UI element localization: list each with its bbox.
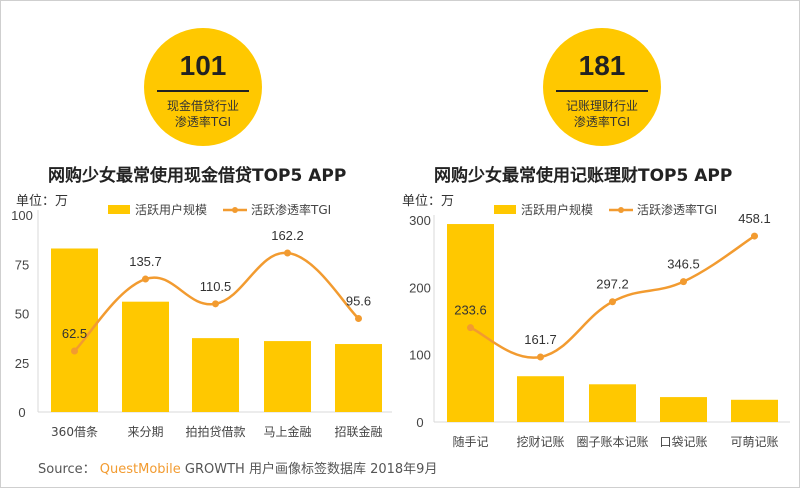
x-tick-label: 来分期	[127, 425, 163, 439]
tgi-point	[142, 275, 149, 283]
x-tick-label: 可萌记账	[730, 435, 778, 449]
tgi-point	[71, 347, 78, 355]
bar	[589, 384, 636, 422]
tgi-point	[355, 314, 362, 322]
tgi-point	[284, 249, 291, 257]
source-brand: QuestMobile	[99, 462, 181, 477]
tgi-point	[680, 278, 687, 286]
x-tick-label: 360借条	[51, 425, 98, 439]
tgi-data-label: 162.2	[271, 228, 304, 243]
y-tick-label: 200	[409, 280, 431, 295]
right-unit-label: 单位：万	[402, 194, 455, 209]
source-text: GROWTH 用户画像标签数据库 2018年9月	[184, 462, 438, 477]
legend-line-label: 活跃渗透率TGI	[251, 202, 331, 217]
caption-line2: 渗透率TGI	[573, 115, 631, 129]
left-tgi-caption: 现金借贷行业 渗透率TGI	[144, 98, 262, 130]
bar	[122, 301, 169, 412]
left-unit-label: 单位：万	[16, 194, 69, 209]
x-tick-label: 随手记	[452, 434, 488, 449]
tgi-point	[609, 298, 616, 306]
tgi-point	[212, 300, 219, 308]
x-tick-label: 挖财记账	[516, 434, 564, 449]
y-tick-label: 25	[15, 356, 29, 371]
bar	[731, 399, 778, 422]
legend-line-marker	[618, 207, 624, 213]
tgi-data-label: 297.2	[596, 277, 629, 292]
tgi-data-label: 233.6	[454, 303, 487, 318]
legend-bar-label: 活跃用户规模	[521, 202, 593, 217]
divider	[556, 90, 648, 92]
right-chart-title: 网购少女最常使用记账理财TOP5 APP	[434, 166, 733, 186]
right-tgi-badge: 181 记账理财行业 渗透率TGI	[543, 28, 661, 146]
divider	[157, 90, 249, 92]
y-tick-label: 100	[409, 348, 431, 363]
x-tick-label: 马上金融	[263, 424, 311, 439]
legend-bar-swatch	[494, 205, 516, 214]
right-tgi-caption: 记账理财行业 渗透率TGI	[543, 98, 661, 130]
tgi-data-label: 161.7	[524, 332, 557, 347]
caption-line1: 记账理财行业	[565, 99, 638, 113]
y-tick-label: 0	[18, 405, 25, 420]
right-tgi-value: 181	[578, 50, 626, 81]
bar	[264, 341, 311, 412]
x-tick-label: 口袋记账	[659, 435, 707, 449]
tgi-line	[469, 235, 756, 359]
source-prefix: Source：	[38, 462, 96, 477]
bar	[192, 338, 239, 412]
x-tick-label: 招联金融	[334, 424, 382, 439]
legend-bar-swatch	[108, 205, 130, 214]
legend-bar-label: 活跃用户规模	[135, 202, 207, 217]
bar	[335, 344, 382, 412]
tgi-point	[537, 353, 544, 361]
tgi-point	[467, 324, 474, 332]
y-tick-label: 0	[416, 415, 423, 430]
y-tick-label: 100	[11, 208, 33, 223]
left-tgi-badge: 101 现金借贷行业 渗透率TGI	[144, 28, 262, 146]
tgi-data-label: 95.6	[346, 293, 371, 308]
legend-line-label: 活跃渗透率TGI	[637, 202, 717, 217]
tgi-data-label: 346.5	[667, 257, 700, 272]
y-tick-label: 50	[15, 307, 29, 322]
x-tick-label: 拍拍贷借款	[185, 424, 245, 439]
y-tick-label: 300	[409, 213, 431, 228]
bar	[660, 397, 707, 422]
tgi-data-label: 135.7	[129, 254, 162, 269]
tgi-data-label: 110.5	[200, 279, 232, 294]
caption-line2: 渗透率TGI	[174, 115, 232, 129]
left-tgi-value: 101	[179, 50, 227, 81]
legend-line-marker	[232, 207, 238, 213]
bar	[447, 224, 494, 422]
x-tick-label: 圈子账本记账	[576, 435, 648, 449]
source-note: Source： QuestMobile GROWTH 用户画像标签数据库 201…	[38, 458, 437, 477]
bar	[517, 376, 564, 422]
caption-line1: 现金借贷行业	[166, 99, 239, 113]
left-chart-title: 网购少女最常使用现金借贷TOP5 APP	[48, 166, 347, 186]
y-tick-label: 75	[15, 257, 29, 272]
tgi-point	[751, 232, 758, 240]
tgi-data-label: 62.5	[62, 326, 87, 341]
tgi-data-label: 458.1	[738, 211, 771, 226]
